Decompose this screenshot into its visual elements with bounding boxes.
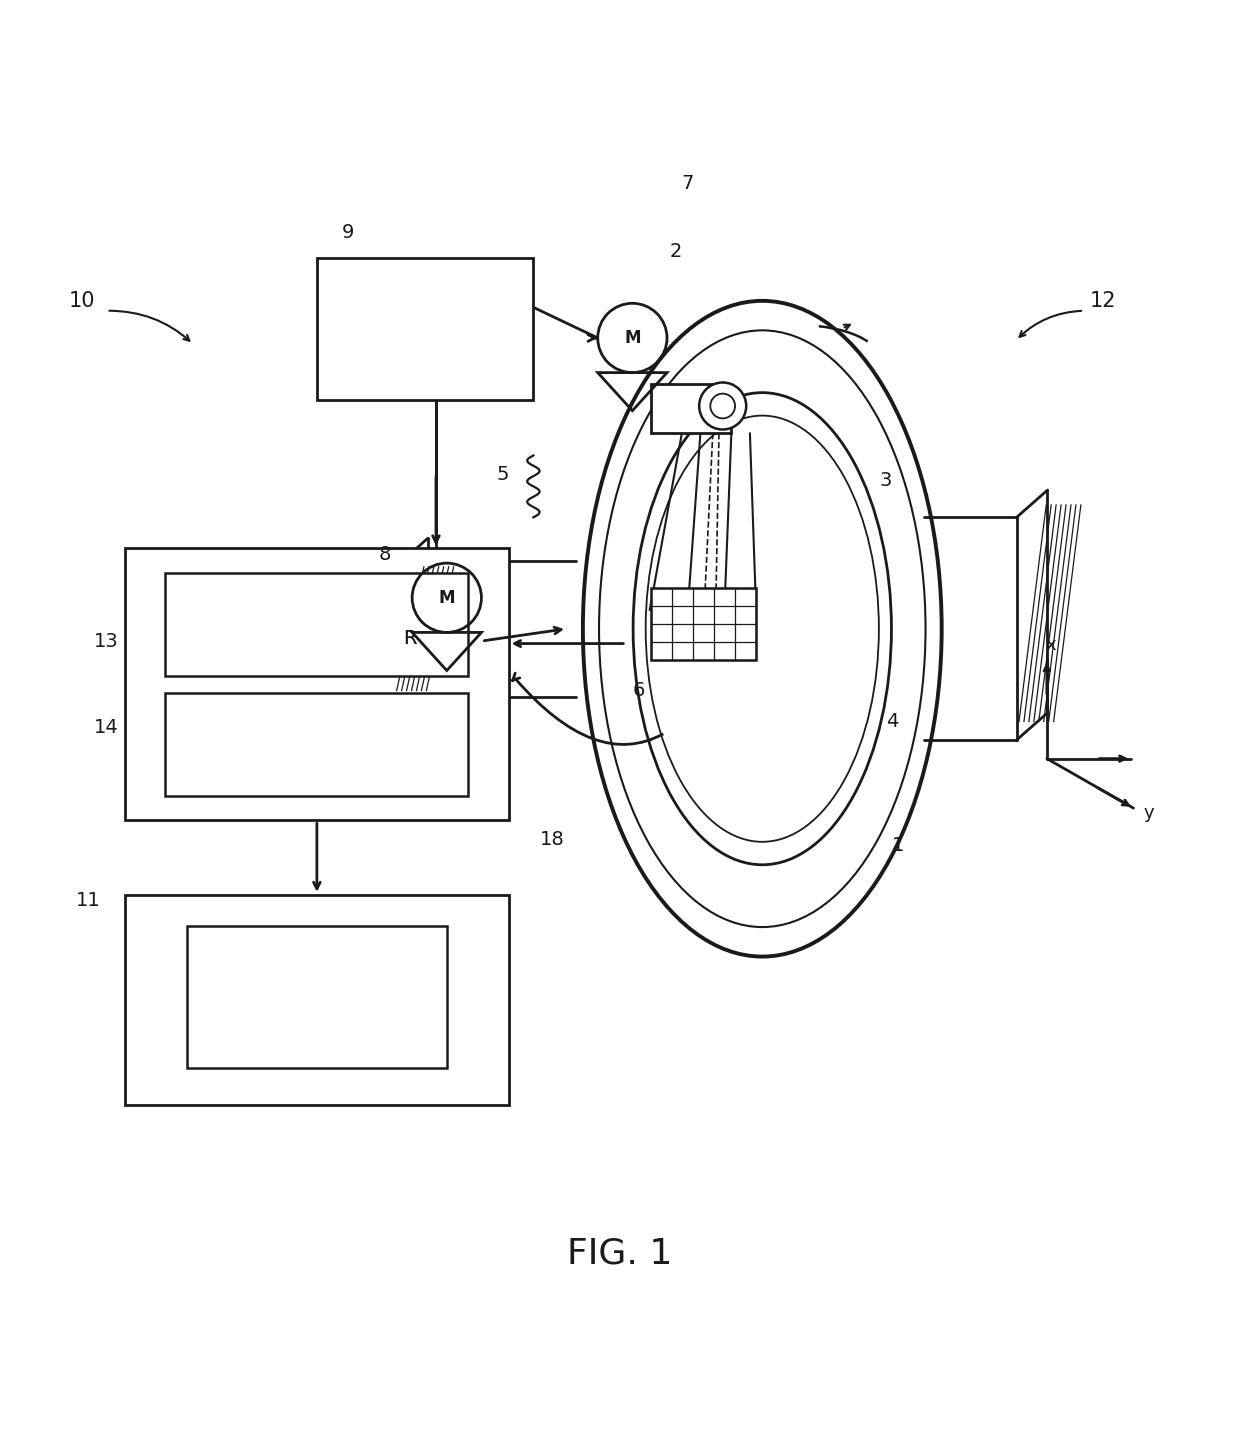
Bar bbox=[165, 573, 467, 677]
Text: x: x bbox=[1045, 636, 1056, 654]
Text: 8: 8 bbox=[378, 545, 391, 564]
Circle shape bbox=[699, 382, 746, 430]
Bar bbox=[317, 257, 533, 400]
Text: 6: 6 bbox=[632, 681, 645, 700]
Bar bbox=[651, 587, 756, 659]
Bar bbox=[187, 925, 446, 1068]
Bar bbox=[651, 384, 732, 433]
Text: 2: 2 bbox=[670, 242, 682, 261]
Text: 18: 18 bbox=[539, 830, 564, 848]
Text: 9: 9 bbox=[342, 224, 353, 242]
Bar bbox=[125, 548, 508, 821]
Text: 14: 14 bbox=[94, 719, 119, 737]
Text: 1: 1 bbox=[893, 835, 904, 854]
Text: 13: 13 bbox=[94, 632, 119, 651]
Text: R: R bbox=[403, 629, 417, 648]
Text: y: y bbox=[1143, 804, 1154, 823]
Text: FIG. 1: FIG. 1 bbox=[568, 1237, 672, 1270]
Text: 10: 10 bbox=[68, 291, 95, 310]
Text: 3: 3 bbox=[880, 470, 893, 489]
Text: 4: 4 bbox=[887, 711, 898, 732]
Text: M: M bbox=[624, 329, 641, 346]
Bar bbox=[125, 895, 508, 1105]
Text: R: R bbox=[403, 629, 417, 648]
Text: 11: 11 bbox=[76, 892, 100, 911]
Text: 12: 12 bbox=[1089, 291, 1116, 310]
Text: M: M bbox=[439, 589, 455, 606]
Bar bbox=[165, 693, 467, 797]
Text: 7: 7 bbox=[682, 173, 694, 193]
Text: 5: 5 bbox=[496, 465, 508, 483]
